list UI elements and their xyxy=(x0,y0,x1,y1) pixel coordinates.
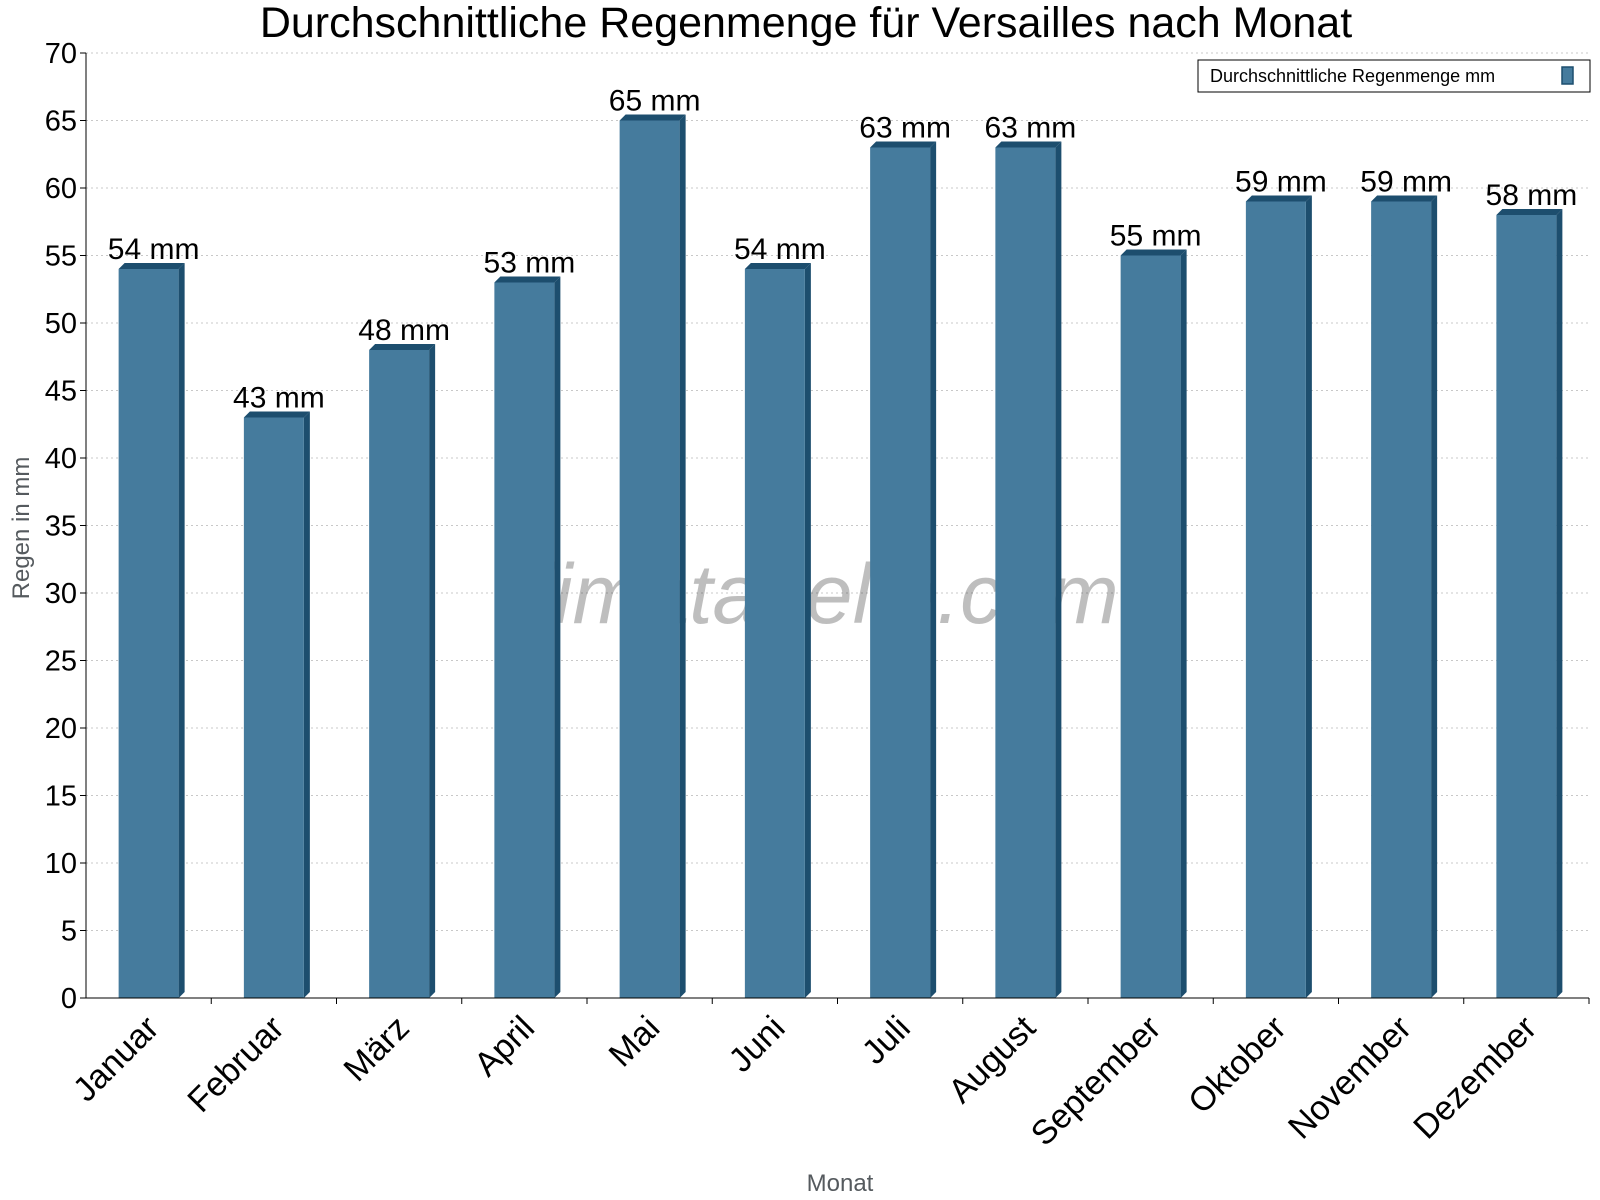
bar xyxy=(995,147,1056,998)
bar-side xyxy=(930,141,937,998)
bar xyxy=(369,350,430,998)
y-tick-label: 20 xyxy=(45,713,77,745)
bar xyxy=(243,417,304,998)
x-tick-label: Mai xyxy=(602,1009,668,1075)
legend-label: Durchschnittliche Regenmenge mm xyxy=(1210,66,1495,86)
y-tick-label: 40 xyxy=(45,443,77,475)
x-tick-label: Dezember xyxy=(1406,1009,1544,1147)
data-label: 54 mm xyxy=(108,233,200,266)
y-tick-label: 55 xyxy=(45,241,77,273)
data-label: 43 mm xyxy=(233,382,325,415)
bar-side xyxy=(679,114,686,998)
data-label: 54 mm xyxy=(734,233,826,266)
legend: Durchschnittliche Regenmenge mm xyxy=(1197,59,1591,93)
bar xyxy=(1245,201,1306,998)
y-tick-label: 60 xyxy=(45,173,77,205)
bar xyxy=(1496,215,1557,998)
data-label: 58 mm xyxy=(1486,179,1578,212)
y-tick-label: 70 xyxy=(45,38,77,70)
bar-top xyxy=(619,114,686,121)
bar xyxy=(1371,201,1432,998)
legend-swatch xyxy=(1561,66,1574,85)
bar-side xyxy=(1180,249,1187,998)
y-tick-labels: 0 5 10 15 20 25 30 35 40 45 50 55 60 65 70 xyxy=(45,38,77,1015)
bar-top xyxy=(995,141,1062,148)
bar-side xyxy=(554,276,561,998)
bar-top xyxy=(1120,249,1187,256)
data-label: 53 mm xyxy=(484,247,576,280)
data-label: 55 mm xyxy=(1110,220,1202,253)
bar-top xyxy=(744,263,811,269)
y-tick-label: 0 xyxy=(61,983,77,1015)
y-tick-label: 25 xyxy=(45,646,77,678)
x-tick-label: März xyxy=(336,1009,416,1089)
y-tick-label: 5 xyxy=(61,916,77,948)
data-label: 48 mm xyxy=(358,314,450,347)
x-tick-label: Juli xyxy=(855,1009,918,1072)
x-tick-label: Juni xyxy=(722,1009,793,1080)
bar-side xyxy=(1431,195,1438,998)
bar-side xyxy=(303,411,310,998)
y-tick-label: 30 xyxy=(45,578,77,610)
bar-side xyxy=(1055,141,1062,998)
bar-side xyxy=(804,263,811,998)
bar-side xyxy=(429,344,436,998)
bar-top xyxy=(118,263,185,269)
bar xyxy=(870,147,931,998)
bar-top xyxy=(1371,195,1438,202)
bar-side xyxy=(178,263,185,998)
x-tick-label: Oktober xyxy=(1181,1009,1293,1121)
y-tick-label: 10 xyxy=(45,848,77,880)
x-tick-label: April xyxy=(467,1009,542,1084)
bar-top xyxy=(1245,195,1312,202)
bar xyxy=(744,269,805,998)
data-label: 65 mm xyxy=(609,85,701,118)
y-tick-label: 50 xyxy=(45,308,77,340)
x-tick-label: Februar xyxy=(180,1009,291,1120)
data-labels: 54 mm 43 mm 48 mm 53 mm 65 mm 54 mm 63 mm 63 mm… xyxy=(108,85,1577,415)
bar-top xyxy=(870,141,937,148)
y-tick-label: 45 xyxy=(45,376,77,408)
bar-top xyxy=(369,344,436,350)
bars xyxy=(118,114,1563,998)
x-tick-label: September xyxy=(1024,1009,1168,1153)
x-axis-title: Monat xyxy=(807,1170,874,1197)
x-tick-labels: Januar Februar März April Mai Juni Juli AugustS… xyxy=(66,1008,1544,1153)
y-tick-label: 35 xyxy=(45,511,77,543)
data-label: 63 mm xyxy=(985,112,1077,145)
bar-top xyxy=(494,276,561,283)
bar-side xyxy=(1305,195,1312,998)
bar-side xyxy=(1556,209,1563,998)
bar xyxy=(494,282,555,998)
data-label: 59 mm xyxy=(1235,166,1327,199)
bar-top xyxy=(1496,209,1563,215)
axes xyxy=(80,52,1590,1004)
y-axis-title: Regen in mm xyxy=(8,457,35,600)
gridlines xyxy=(86,52,1589,931)
y-tick-label: 65 xyxy=(45,106,77,138)
legend-box xyxy=(1197,59,1591,93)
chart-title: Durchschnittliche Regenmenge für Versail… xyxy=(260,0,1352,47)
data-label: 63 mm xyxy=(859,112,951,145)
bar-top xyxy=(243,411,310,418)
y-tick-label: 15 xyxy=(45,781,77,813)
x-tick-label: August xyxy=(941,1008,1043,1110)
bar xyxy=(1120,255,1181,998)
bar xyxy=(118,269,179,998)
bar xyxy=(619,120,680,998)
x-tick-label: Januar xyxy=(66,1009,166,1109)
data-label: 59 mm xyxy=(1360,166,1452,199)
x-tick-label: November xyxy=(1281,1009,1419,1147)
